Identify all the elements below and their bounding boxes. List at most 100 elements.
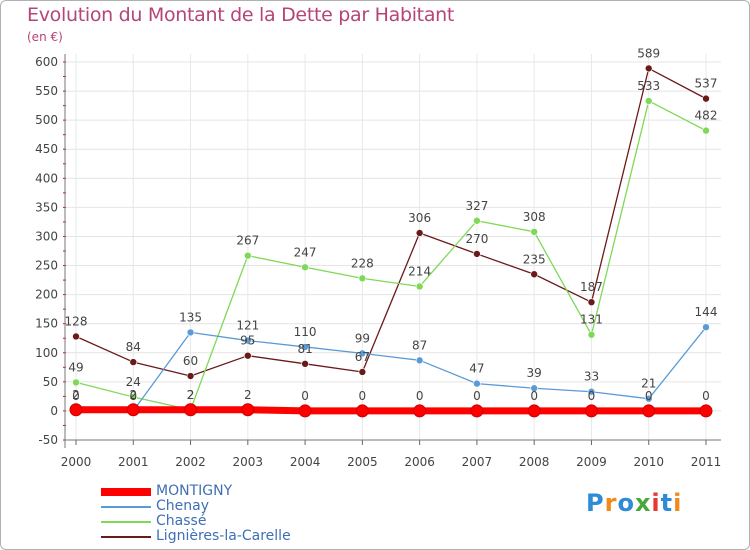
y-tick-label: 50: [43, 375, 58, 389]
series-line-Lignières-la-Carelle: [75, 67, 707, 377]
x-tick-label: 2009: [576, 455, 607, 469]
data-label: 306: [408, 211, 431, 225]
data-label: 2: [187, 388, 195, 402]
data-point: [126, 403, 140, 417]
data-label: 24: [126, 375, 141, 389]
data-label: 589: [637, 46, 660, 60]
data-point: [702, 94, 710, 103]
data-label: 95: [240, 334, 255, 348]
data-label: 247: [294, 245, 317, 259]
data-label: 482: [695, 109, 718, 123]
data-point: [699, 404, 713, 418]
data-point: [644, 64, 653, 73]
y-tick-label: 550: [35, 84, 58, 98]
data-point: [301, 263, 309, 272]
data-point: [129, 393, 138, 401]
legend-item: Chenay: [101, 498, 351, 516]
data-label: 228: [351, 256, 374, 270]
logo-letter: r: [604, 489, 618, 517]
data-point: [72, 378, 80, 387]
data-label: 214: [408, 264, 431, 278]
x-tick-label: 2008: [519, 455, 550, 469]
y-tick-label: 150: [35, 317, 58, 331]
data-point: [358, 274, 367, 283]
data-label: 270: [465, 232, 488, 246]
y-tick-label: 600: [35, 55, 58, 69]
y-tick-label: 100: [35, 346, 58, 360]
data-point: [241, 403, 255, 417]
data-point: [473, 216, 481, 225]
data-point: [355, 404, 369, 418]
data-point: [644, 394, 653, 403]
data-label: 187: [580, 280, 603, 294]
x-tick-label: 2010: [633, 455, 664, 469]
data-label: 537: [695, 77, 718, 91]
y-tick-label: 400: [35, 171, 58, 185]
logo-letter: o: [617, 489, 635, 517]
data-label: 0: [359, 389, 367, 403]
data-label: 0: [588, 389, 596, 403]
logo-letter: i: [651, 489, 661, 517]
data-label: 39: [527, 366, 542, 380]
data-point: [72, 332, 80, 341]
y-tick-label: 300: [35, 229, 58, 243]
x-tick-label: 2003: [233, 455, 264, 469]
data-point: [473, 250, 481, 258]
legend-swatch: [101, 521, 151, 523]
legend-label: Lignières-la-Carelle: [156, 528, 291, 544]
data-point: [642, 404, 656, 418]
data-label: 0: [416, 389, 424, 403]
data-label: 0: [129, 389, 137, 403]
data-point: [129, 358, 138, 366]
y-tick-label: 250: [35, 259, 58, 273]
data-point: [186, 328, 195, 337]
data-label: 0: [702, 389, 710, 403]
legend-swatch: [101, 506, 151, 508]
legend-label: Chassé: [156, 513, 207, 529]
data-label: 533: [637, 79, 660, 93]
data-point: [527, 404, 541, 418]
data-point: [358, 368, 367, 376]
data-point: [702, 323, 710, 331]
data-label: 327: [465, 199, 488, 213]
data-label: 235: [523, 252, 546, 266]
data-point: [298, 404, 312, 418]
data-point: [530, 270, 538, 279]
y-tick-label: 450: [35, 142, 58, 156]
data-label: 2: [244, 388, 252, 402]
data-point: [244, 336, 252, 345]
data-label: 267: [236, 234, 259, 248]
data-point: [186, 372, 195, 380]
data-label: 131: [580, 313, 603, 327]
data-point: [413, 404, 427, 418]
legend-item: Chassé: [101, 513, 351, 531]
data-point: [584, 404, 598, 418]
legend-label: MONTIGNY: [156, 483, 233, 499]
x-tick-label: 2005: [347, 455, 378, 469]
y-tick-label: 350: [35, 200, 58, 214]
data-point: [301, 360, 309, 368]
y-tick-label: -50: [38, 433, 58, 447]
data-label: 308: [523, 210, 546, 224]
data-point: [415, 356, 424, 365]
data-label: 21: [641, 377, 656, 391]
data-label: 87: [412, 338, 427, 352]
y-tick-label: 500: [35, 113, 58, 127]
data-label: 81: [297, 342, 312, 356]
data-label: 2: [129, 388, 137, 402]
x-tick-label: 2004: [290, 455, 321, 469]
data-point: [358, 349, 367, 358]
data-point: [587, 387, 596, 396]
data-label: 128: [65, 314, 88, 328]
data-label: 2: [187, 388, 195, 402]
data-label: 0: [530, 389, 538, 403]
logo-letter: t: [660, 489, 674, 517]
data-point: [69, 403, 83, 417]
x-tick-label: 2002: [175, 455, 206, 469]
data-point: [644, 97, 653, 105]
logo-letter: i: [673, 489, 683, 517]
data-point: [244, 251, 252, 260]
x-tick-label: 2000: [61, 455, 92, 469]
